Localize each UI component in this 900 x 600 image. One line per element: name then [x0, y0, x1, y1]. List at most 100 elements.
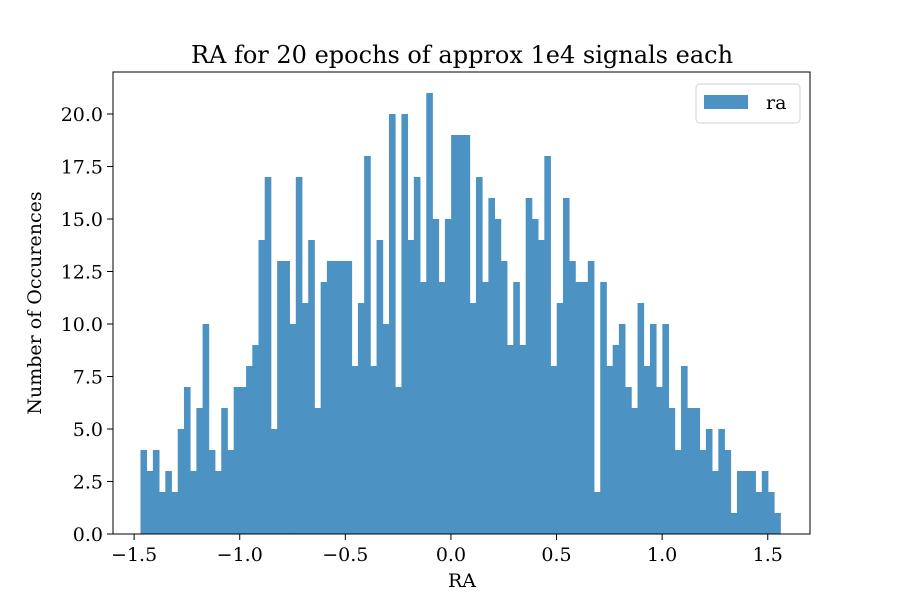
histogram-bar — [140, 450, 148, 534]
histogram-bar — [556, 303, 564, 534]
histogram-bar — [606, 366, 614, 534]
histogram-bar — [562, 198, 570, 534]
plot-frame — [112, 71, 811, 535]
histogram-bar — [500, 261, 508, 534]
histogram-bar — [768, 492, 775, 534]
histogram-bar — [531, 219, 539, 534]
y-tick-label: 10.0 — [61, 314, 103, 336]
histogram-bar — [388, 114, 396, 534]
bars-group — [140, 93, 781, 534]
x-tick-label: 1.0 — [647, 544, 677, 566]
histogram-bar — [705, 429, 713, 534]
histogram-bar — [289, 324, 297, 534]
histogram-bar — [264, 177, 272, 534]
histogram-bar — [444, 219, 452, 534]
histogram-bar — [146, 471, 154, 534]
histogram-bar — [749, 471, 756, 534]
histogram-bar — [221, 408, 228, 534]
histogram-bar — [618, 324, 626, 534]
histogram-bar — [718, 429, 725, 534]
histogram-bar — [755, 492, 763, 534]
histogram-bar — [494, 219, 502, 534]
histogram-bar — [283, 261, 290, 534]
histogram-bar — [475, 177, 483, 534]
histogram-bar — [320, 282, 328, 534]
chart-title: RA for 20 epochs of approx 1e4 signals e… — [191, 41, 733, 69]
histogram-bar — [693, 408, 701, 534]
histogram-bar — [600, 282, 607, 534]
histogram-bar — [643, 366, 651, 534]
histogram-bar — [687, 408, 694, 534]
histogram-bar — [395, 387, 402, 534]
y-axis-ticks: 0.0 2.5 5.0 7.5 10.0 12.5 15.0 17.5 20.0 — [61, 104, 113, 546]
histogram-bar — [594, 492, 601, 534]
legend-label-ra: ra — [766, 92, 786, 114]
histogram-bar — [463, 135, 471, 534]
histogram-bar — [308, 240, 315, 534]
histogram-bar — [246, 366, 253, 534]
histogram-bar — [631, 408, 638, 534]
histogram-bar — [196, 408, 203, 534]
histogram-bar — [345, 261, 353, 534]
histogram-bar — [612, 345, 620, 534]
histogram-bar — [277, 261, 284, 534]
histogram-bar — [544, 156, 551, 534]
x-tick-label: 0.5 — [541, 544, 571, 566]
histogram-bar — [183, 387, 191, 534]
histogram-bar — [258, 240, 266, 534]
y-tick-label: 20.0 — [61, 104, 103, 126]
x-tick-label: 0.0 — [436, 544, 466, 566]
histogram-bar — [302, 303, 309, 534]
histogram-bar — [413, 177, 421, 534]
histogram-bar — [407, 240, 415, 534]
histogram-bar — [152, 450, 160, 534]
histogram-bar — [761, 471, 769, 534]
histogram-bar — [575, 282, 582, 534]
histogram-bar — [674, 450, 682, 534]
histogram-bar — [774, 513, 781, 534]
y-axis-label: Number of Occurences — [24, 191, 46, 414]
histogram-bar — [668, 408, 676, 534]
histogram-bar — [177, 429, 185, 534]
histogram-bar — [165, 471, 172, 534]
histogram-bar — [681, 366, 688, 534]
histogram-bar — [190, 471, 197, 534]
histogram-bar — [239, 387, 247, 534]
histogram-bar — [432, 219, 440, 534]
histogram-bar — [625, 387, 632, 534]
histogram-bar — [712, 471, 719, 534]
histogram-bar — [730, 513, 738, 534]
y-tick-label: 7.5 — [73, 367, 103, 389]
histogram-bar — [208, 450, 216, 534]
x-axis-ticks: −1.5 −1.0 −0.5 0.0 0.5 1.0 1.5 — [111, 534, 783, 566]
histogram-bar — [426, 93, 433, 534]
histogram-bar — [538, 240, 545, 534]
histogram-bar — [488, 198, 496, 534]
histogram-bar — [525, 198, 533, 534]
histogram-bar — [401, 114, 409, 534]
histogram-bar — [581, 282, 589, 534]
histogram-bar — [550, 366, 558, 534]
histogram-bar — [649, 324, 657, 534]
y-tick-label: 12.5 — [61, 262, 103, 284]
histogram-bar — [519, 345, 527, 534]
x-tick-label: −1.5 — [111, 544, 157, 566]
histogram-bar — [364, 156, 371, 534]
histogram-bar — [662, 324, 669, 534]
y-tick-label: 2.5 — [73, 472, 103, 494]
histogram-bar — [513, 282, 520, 534]
histogram-bar — [420, 282, 427, 534]
histogram-bar — [295, 177, 303, 534]
legend: ra — [695, 83, 801, 124]
legend-swatch — [704, 95, 748, 109]
histogram-bar — [382, 324, 390, 534]
x-tick-label: 1.5 — [753, 544, 783, 566]
histogram-bar — [233, 387, 241, 534]
histogram-bar — [351, 366, 359, 534]
histogram-bar — [171, 492, 179, 534]
histogram-bar — [376, 240, 384, 534]
histogram-bar — [215, 471, 222, 534]
histogram-bar — [637, 303, 645, 534]
histogram-bar — [457, 135, 464, 534]
